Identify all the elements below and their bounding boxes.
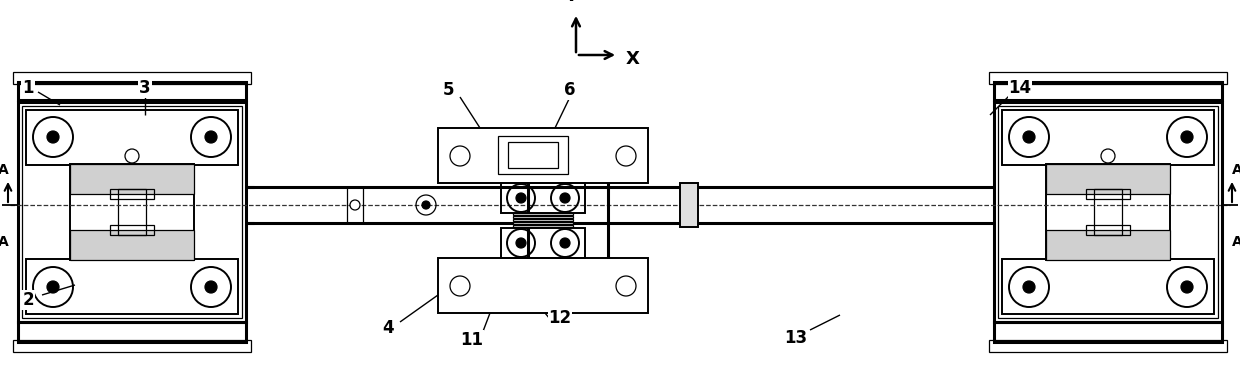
Text: 11: 11 bbox=[460, 331, 484, 349]
Circle shape bbox=[205, 281, 217, 293]
Bar bbox=[680, 183, 698, 227]
Bar bbox=[994, 82, 1221, 100]
Circle shape bbox=[1180, 131, 1193, 143]
Circle shape bbox=[1180, 281, 1193, 293]
Bar bbox=[26, 110, 238, 165]
Bar bbox=[513, 216, 573, 218]
Bar bbox=[513, 219, 573, 221]
Bar bbox=[1002, 110, 1214, 165]
Circle shape bbox=[516, 193, 526, 203]
Bar bbox=[438, 128, 649, 183]
Text: A: A bbox=[1231, 163, 1240, 177]
Text: 1: 1 bbox=[22, 79, 33, 97]
Bar bbox=[110, 225, 154, 235]
Bar bbox=[998, 106, 1218, 318]
Text: 5: 5 bbox=[443, 81, 454, 99]
Bar bbox=[12, 340, 250, 352]
Bar bbox=[513, 225, 573, 227]
Bar bbox=[26, 259, 238, 314]
Circle shape bbox=[516, 238, 526, 248]
Circle shape bbox=[205, 131, 217, 143]
Text: 4: 4 bbox=[382, 319, 394, 337]
Bar bbox=[22, 106, 242, 318]
Text: A: A bbox=[0, 163, 9, 177]
Circle shape bbox=[560, 238, 570, 248]
Circle shape bbox=[1023, 131, 1035, 143]
Text: 3: 3 bbox=[139, 79, 151, 97]
Text: 2: 2 bbox=[22, 291, 33, 309]
Bar bbox=[1086, 189, 1130, 199]
Bar bbox=[508, 142, 558, 168]
Bar bbox=[498, 136, 568, 174]
Bar bbox=[69, 164, 193, 260]
Bar bbox=[501, 183, 585, 213]
Bar bbox=[1047, 230, 1171, 260]
Bar bbox=[12, 72, 250, 84]
Circle shape bbox=[1023, 281, 1035, 293]
Text: A: A bbox=[1231, 235, 1240, 249]
Text: 12: 12 bbox=[548, 309, 572, 327]
Bar bbox=[501, 228, 585, 258]
Circle shape bbox=[422, 201, 430, 209]
Bar bbox=[1094, 189, 1122, 235]
Bar bbox=[438, 258, 649, 313]
Bar bbox=[110, 189, 154, 199]
Circle shape bbox=[47, 281, 60, 293]
Bar bbox=[1047, 164, 1171, 194]
Bar bbox=[118, 189, 146, 235]
Text: A: A bbox=[0, 235, 9, 249]
Circle shape bbox=[47, 131, 60, 143]
Bar bbox=[513, 222, 573, 224]
Text: Y: Y bbox=[564, 0, 578, 5]
Bar bbox=[994, 102, 1221, 322]
Bar bbox=[994, 322, 1221, 342]
Text: 6: 6 bbox=[564, 81, 575, 99]
Bar bbox=[513, 213, 573, 215]
Bar bbox=[19, 322, 246, 342]
Bar bbox=[69, 164, 193, 194]
Bar bbox=[1002, 259, 1214, 314]
Bar bbox=[990, 72, 1228, 84]
Bar bbox=[990, 340, 1228, 352]
Bar bbox=[19, 82, 246, 100]
Circle shape bbox=[560, 193, 570, 203]
Bar bbox=[69, 230, 193, 260]
Circle shape bbox=[350, 200, 360, 210]
Text: X: X bbox=[626, 50, 640, 68]
Text: 14: 14 bbox=[1008, 79, 1032, 97]
Bar bbox=[1047, 164, 1171, 260]
Bar bbox=[1086, 225, 1130, 235]
Bar bbox=[19, 102, 246, 322]
Text: 13: 13 bbox=[785, 329, 807, 347]
